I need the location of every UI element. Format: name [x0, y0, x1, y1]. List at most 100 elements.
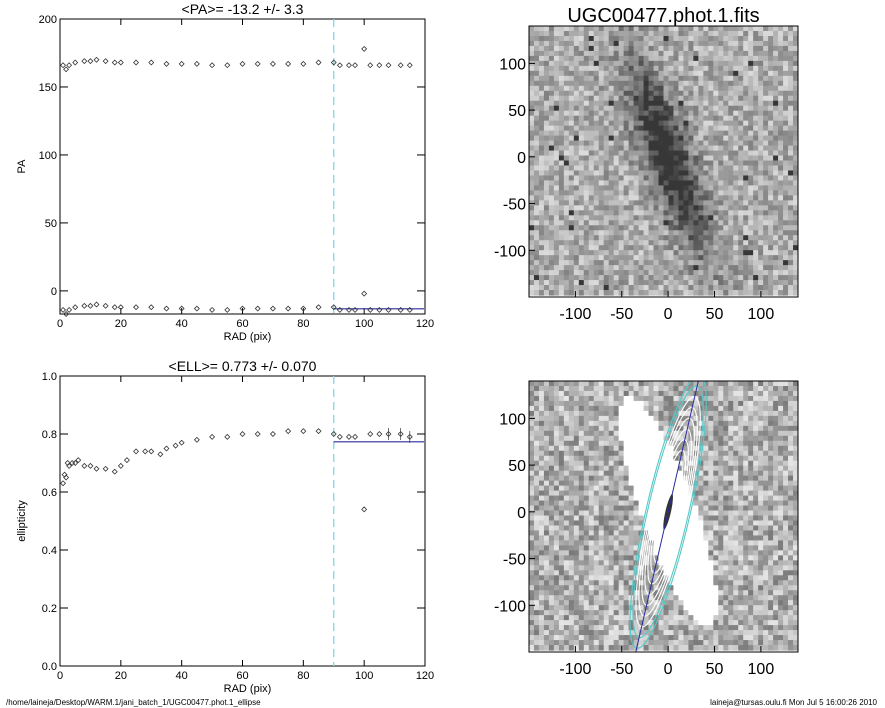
- fits-pixel: [548, 110, 555, 117]
- fits-pixel: [768, 35, 774, 42]
- fits-pixel: [618, 130, 625, 137]
- fit-pixel: [608, 485, 615, 492]
- fit-pixel: [633, 550, 640, 556]
- fit-pixel: [608, 495, 615, 502]
- fits-pixel: [538, 280, 545, 286]
- fits-pixel: [638, 240, 645, 246]
- fits-pixel: [688, 170, 694, 177]
- fit-pixel: [613, 430, 620, 437]
- fits-pixel: [658, 205, 665, 211]
- fits-pixel: [793, 170, 798, 177]
- fit-pixel: [683, 455, 690, 462]
- fit-pixel: [593, 405, 600, 412]
- fits-pixel: [573, 195, 580, 201]
- fit-pixel: [533, 515, 540, 522]
- fit-pixel: [613, 645, 620, 651]
- fits-pixel: [758, 240, 764, 246]
- fit-pixel: [529, 570, 535, 576]
- fits-pixel: [723, 270, 729, 276]
- fits-pixel: [758, 45, 764, 52]
- fits-pixel: [758, 70, 764, 77]
- fits-pixel: [763, 275, 769, 281]
- fit-pixel: [618, 500, 625, 507]
- fit-pixel: [623, 560, 630, 566]
- fit-pixel: [628, 390, 635, 397]
- fit-pixel: [618, 550, 625, 556]
- fit-pixel: [588, 495, 595, 502]
- fit-pixel: [618, 600, 625, 606]
- fits-pixel: [698, 40, 704, 47]
- fits-pixel: [553, 190, 560, 196]
- fits-pixel: [733, 120, 739, 127]
- fits-pixel: [698, 140, 704, 147]
- fit-pixel: [533, 435, 540, 442]
- fits-pixel: [698, 180, 704, 187]
- fit-pixel: [583, 425, 590, 432]
- fits-pixel: [563, 195, 570, 201]
- fits-pixel: [578, 160, 585, 167]
- fits-pixel: [773, 275, 779, 281]
- fit-pixel: [678, 455, 685, 462]
- fits-pixel: [628, 185, 635, 191]
- fits-pixel: [548, 155, 555, 162]
- fits-pixel: [553, 100, 560, 107]
- fits-pixel: [778, 95, 784, 102]
- fit-pixel: [558, 600, 565, 606]
- fit-pixel: [593, 530, 600, 537]
- fits-pixel: [773, 190, 779, 196]
- pa-data-point: [148, 59, 155, 66]
- fits-pixel: [668, 270, 675, 276]
- fit-pixel: [578, 500, 585, 507]
- fit-pixel: [643, 610, 650, 616]
- fit-pixel: [633, 420, 640, 427]
- fits-pixel: [748, 130, 754, 137]
- fits-pixel: [723, 105, 729, 112]
- fits-pixel: [683, 195, 690, 201]
- fits-pixel: [718, 290, 724, 296]
- fits-pixel: [788, 85, 794, 92]
- pa-data-point: [111, 304, 118, 311]
- fit-pixel: [688, 510, 694, 517]
- fit-pixel: [588, 395, 595, 402]
- fits-pixel: [783, 26, 789, 32]
- fits-pixel: [678, 30, 685, 37]
- fits-pixel: [723, 170, 729, 177]
- fits-pixel: [708, 155, 714, 162]
- fits-pixel: [758, 60, 764, 67]
- fits-pixel: [643, 110, 650, 117]
- fits-pixel: [743, 260, 749, 266]
- fits-pixel: [563, 280, 570, 286]
- pa-data-point: [397, 306, 404, 313]
- fit-pixel: [543, 450, 550, 457]
- fits-pixel: [758, 165, 764, 172]
- fits-pixel: [618, 115, 625, 122]
- fit-pixel: [613, 420, 620, 427]
- fits-pixel: [643, 255, 650, 261]
- fit-pixel: [653, 460, 660, 467]
- fits-pixel: [778, 80, 784, 87]
- fit-pixel: [683, 470, 690, 477]
- fits-pixel: [558, 65, 565, 72]
- fits-pixel: [703, 120, 709, 127]
- fit-pixel: [648, 381, 655, 387]
- fit-pixel: [613, 565, 620, 571]
- fits-pixel: [788, 145, 794, 152]
- fit-pixel: [643, 595, 650, 601]
- fits-pixel: [778, 230, 784, 236]
- fits-pixel: [568, 230, 575, 236]
- fit-pixel: [533, 545, 540, 551]
- fit-pixel: [688, 615, 694, 621]
- fits-pixel: [563, 200, 570, 206]
- fit-pixel: [608, 640, 615, 646]
- fits-pixel: [648, 105, 655, 112]
- fits-pixel: [563, 220, 570, 226]
- fit-pixel: [543, 395, 550, 402]
- fit-pixel: [613, 445, 620, 452]
- fits-pixel: [618, 265, 625, 271]
- fits-pixel: [648, 55, 655, 62]
- fit-pixel: [538, 440, 545, 447]
- fit-pixel: [623, 620, 630, 626]
- fits-pixel: [718, 30, 724, 37]
- fits-pixel: [608, 85, 615, 92]
